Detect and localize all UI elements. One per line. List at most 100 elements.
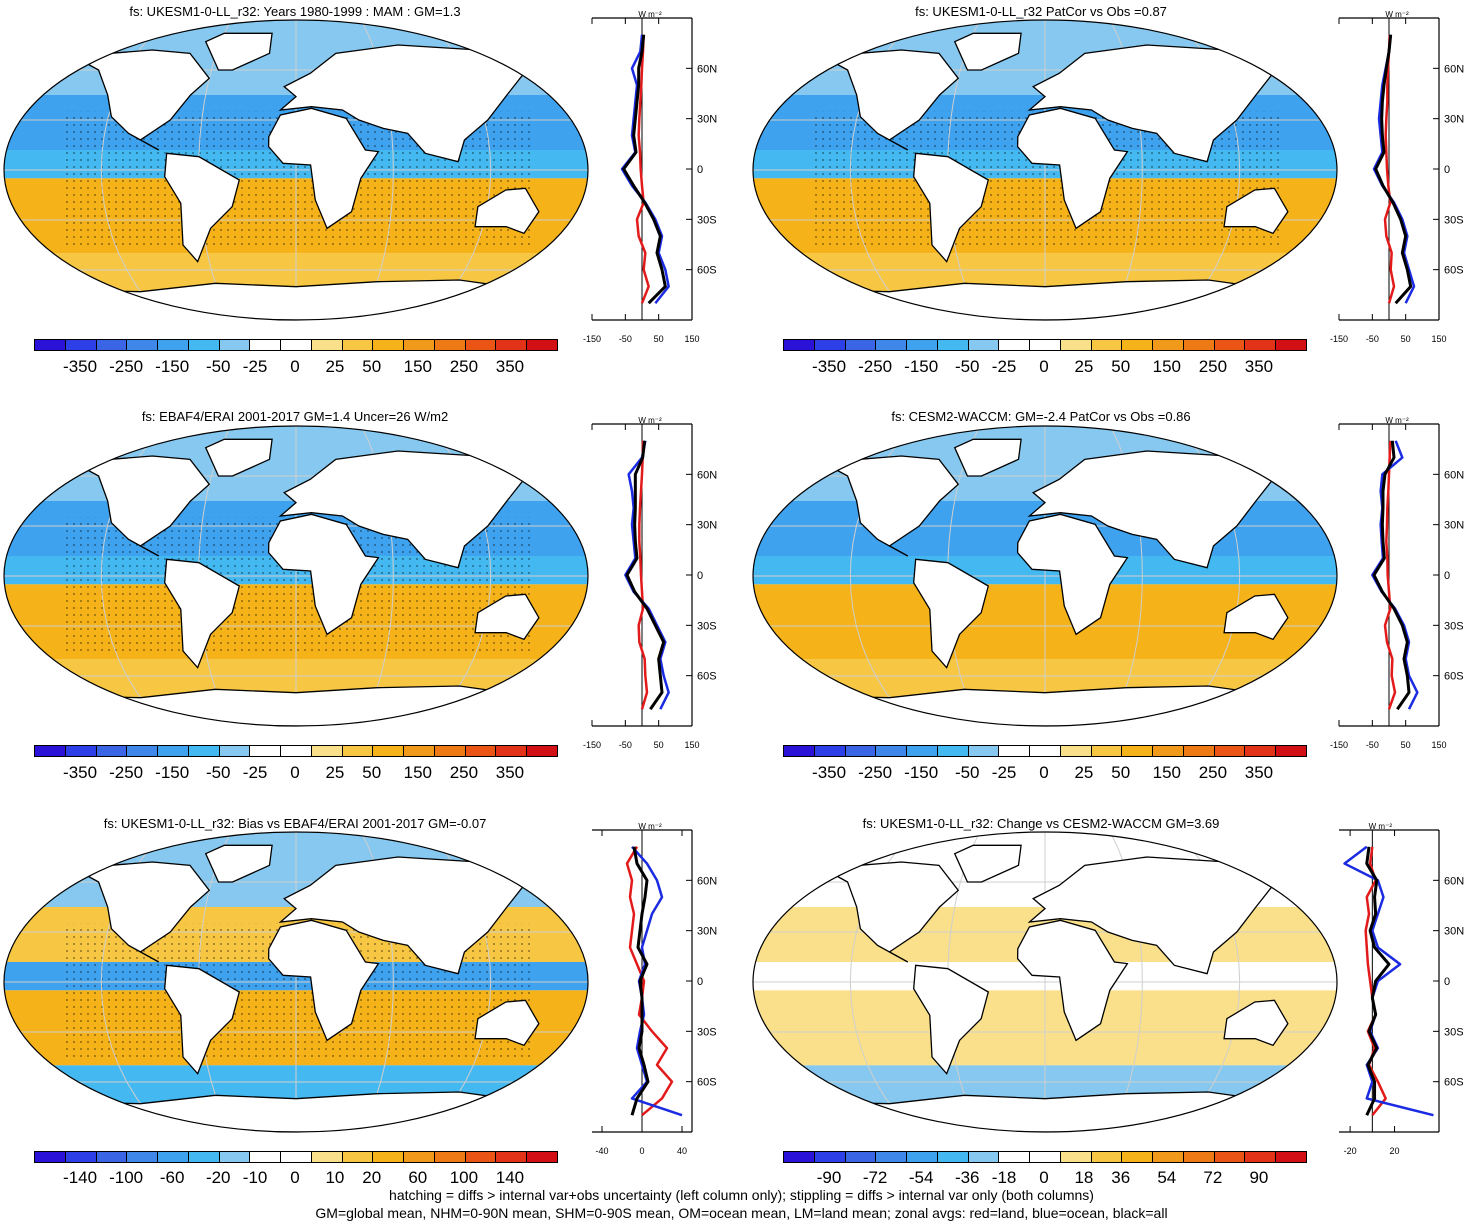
colorbar-swatch (527, 340, 558, 350)
lat-tick-label: 30S (697, 1026, 717, 1038)
colorbar-tick-label: 250 (1198, 357, 1228, 376)
x-tick-label: -150 (1330, 740, 1348, 750)
colorbar-tick-label: 25 (1074, 763, 1094, 782)
colorbar-tick-label: 150 (1152, 357, 1181, 376)
colorbar-swatch (158, 340, 189, 350)
colorbar-tick-label: 50 (362, 763, 382, 782)
colorbar-swatch (96, 340, 128, 350)
colorbar-swatch (1060, 340, 1092, 350)
x-tick-label: 20 (1390, 1146, 1400, 1156)
continent-north-america (821, 455, 960, 557)
lat-tick-label: 60N (1444, 63, 1464, 75)
colorbar-swatch (968, 340, 1000, 350)
colorbar-tick-label: 72 (1203, 1168, 1223, 1187)
colorbar-tick-label: -150 (155, 763, 190, 782)
x-tick-label: -150 (1330, 334, 1348, 344)
lat-tick-label: 30N (697, 926, 717, 938)
colorbar-swatch (311, 1152, 343, 1162)
colorbar-tick-label: 350 (495, 357, 525, 376)
continent-australia (1223, 187, 1289, 235)
colorbar-tick-label: -250 (858, 357, 893, 376)
colorbar-tick-label: 150 (1152, 763, 1181, 782)
colorbar-swatch (465, 746, 497, 756)
colorbar-tick-label: 350 (495, 763, 525, 782)
lat-tick-label: 30N (1444, 520, 1464, 532)
continent-australia (474, 187, 540, 235)
lat-tick-label: 0 (1444, 164, 1450, 176)
colorbar-swatch (281, 340, 312, 350)
colorbar-swatch (1214, 340, 1246, 350)
x-tick-label: 150 (1431, 334, 1446, 344)
unit-label: W m⁻² (638, 10, 662, 19)
lat-tick-label: 60N (697, 875, 717, 887)
continent-south-america (913, 964, 990, 1075)
colorbar-swatch (814, 340, 846, 350)
colorbar-swatch (465, 340, 497, 350)
x-tick-label: 150 (684, 740, 699, 750)
colorbar-swatch (876, 340, 908, 350)
x-tick-label: -50 (1366, 334, 1379, 344)
unit-label: W m⁻² (1369, 822, 1393, 831)
colorbar-swatch (937, 1152, 969, 1162)
colorbar-swatch (342, 1152, 374, 1162)
colorbar-swatch (527, 1152, 558, 1162)
colorbar-swatch (1276, 1152, 1307, 1162)
x-tick-label: 150 (684, 334, 699, 344)
colorbar-tick-label: 250 (449, 357, 479, 376)
colorbar-swatch (373, 1152, 405, 1162)
zonal-series-ocean (1371, 440, 1419, 710)
x-tick-label: -150 (583, 334, 601, 344)
colorbar-swatch (404, 1152, 435, 1162)
colorbar-tick-label: 50 (1111, 357, 1131, 376)
colorbar-tick-label: -50 (954, 763, 980, 782)
panel-ukesm-bias: fs: UKESM1-0-LL_r32: Bias vs EBAF4/ERAI … (0, 812, 741, 1187)
colorbar-labels: -350 -250 -150 -50 -25 0 25 50 150 250 350 (783, 763, 1305, 783)
zonal-series-land (637, 440, 649, 710)
colorbar-tick-label: 20 (362, 1168, 382, 1187)
colorbar-labels: -140 -100 -60 -20 -10 0 10 20 60 100 140 (34, 1168, 556, 1188)
colorbar (34, 339, 558, 351)
colorbar-swatch (845, 340, 877, 350)
colorbar-tick-label: -54 (908, 1168, 934, 1187)
zonal-series-land (1383, 34, 1396, 304)
colorbar-tick-label: -150 (904, 357, 939, 376)
zonal-series-all (625, 440, 666, 711)
colorbar-swatch (35, 1152, 66, 1162)
colorbar-swatch (158, 1152, 189, 1162)
colorbar-swatch (219, 746, 251, 756)
colorbar-swatch (281, 746, 312, 756)
continent-africa (267, 919, 380, 1042)
continent-eurasia (278, 856, 533, 975)
colorbar-swatch (1153, 1152, 1184, 1162)
colorbar-swatch (342, 340, 374, 350)
colorbar-tick-label: 0 (290, 1168, 300, 1187)
colorbar-swatch (1091, 340, 1123, 350)
lat-tick-label: 60N (697, 63, 717, 75)
lat-tick-label: 60N (1444, 875, 1464, 887)
lat-tick-label: 30S (1444, 1026, 1464, 1038)
zonal-average-plot: -150 -50 50 150 W m⁻² 60N 30N 0 30S 60S (583, 10, 717, 344)
colorbar-swatch (1153, 746, 1184, 756)
lat-tick-label: 60S (697, 671, 717, 683)
colorbar-swatch (1214, 1152, 1246, 1162)
lat-tick-label: 60S (697, 1077, 717, 1089)
colorbar-swatch (373, 340, 405, 350)
colorbar-tick-label: 60 (408, 1168, 428, 1187)
continent-australia (1223, 593, 1289, 641)
colorbar-swatch (281, 1152, 312, 1162)
colorbar-swatch (999, 340, 1031, 350)
colorbar-swatch (188, 340, 220, 350)
map-title: fs: CESM2-WACCM: GM=-2.4 PatCor vs Obs =… (891, 409, 1191, 424)
unit-label: W m⁻² (638, 416, 662, 425)
colorbar-swatch (219, 340, 251, 350)
lat-tick-label: 30N (697, 114, 717, 126)
colorbar-swatch (219, 1152, 251, 1162)
colorbar-swatch (1183, 746, 1215, 756)
lat-tick-label: 30S (697, 620, 717, 632)
colorbar-swatch (1245, 1152, 1277, 1162)
colorbar-tick-label: -350 (63, 763, 98, 782)
colorbar-swatch (1060, 746, 1092, 756)
zonal-series-land (635, 34, 650, 304)
lat-tick-label: 60N (1444, 469, 1464, 481)
colorbar-swatch (1245, 746, 1277, 756)
